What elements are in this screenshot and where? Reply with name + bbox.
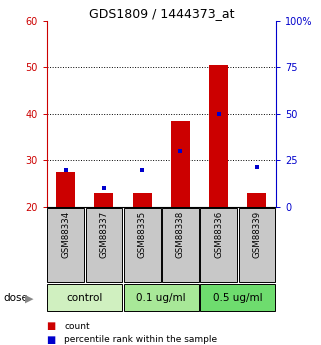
Text: count: count	[64, 322, 90, 331]
Text: GSM88334: GSM88334	[61, 211, 70, 258]
Text: GSM88336: GSM88336	[214, 211, 223, 258]
Point	[101, 186, 107, 191]
Bar	[133, 193, 152, 207]
Text: ■: ■	[47, 321, 56, 331]
Bar	[209, 65, 228, 207]
Point	[178, 148, 183, 154]
Bar	[171, 121, 190, 207]
Bar	[124, 284, 199, 311]
Text: 0.5 ug/ml: 0.5 ug/ml	[213, 293, 263, 303]
Bar	[124, 208, 160, 282]
Text: GSM88338: GSM88338	[176, 211, 185, 258]
Text: percentile rank within the sample: percentile rank within the sample	[64, 335, 217, 344]
Title: GDS1809 / 1444373_at: GDS1809 / 1444373_at	[89, 7, 234, 20]
Point	[254, 165, 259, 170]
Text: dose: dose	[3, 293, 28, 303]
Bar	[47, 208, 84, 282]
Bar	[239, 208, 275, 282]
Point	[63, 167, 68, 172]
Text: GSM88335: GSM88335	[138, 211, 147, 258]
Bar	[47, 284, 122, 311]
Bar	[247, 193, 266, 207]
Bar	[162, 208, 199, 282]
Bar	[56, 172, 75, 207]
Bar	[94, 193, 114, 207]
Text: GSM88339: GSM88339	[252, 211, 261, 258]
Bar	[200, 208, 237, 282]
Text: ■: ■	[47, 335, 56, 345]
Point	[140, 167, 145, 172]
Bar	[86, 208, 122, 282]
Text: 0.1 ug/ml: 0.1 ug/ml	[136, 293, 186, 303]
Text: GSM88337: GSM88337	[100, 211, 108, 258]
Point	[216, 111, 221, 117]
Bar	[200, 284, 275, 311]
Text: control: control	[67, 293, 103, 303]
Text: ▶: ▶	[25, 294, 33, 304]
